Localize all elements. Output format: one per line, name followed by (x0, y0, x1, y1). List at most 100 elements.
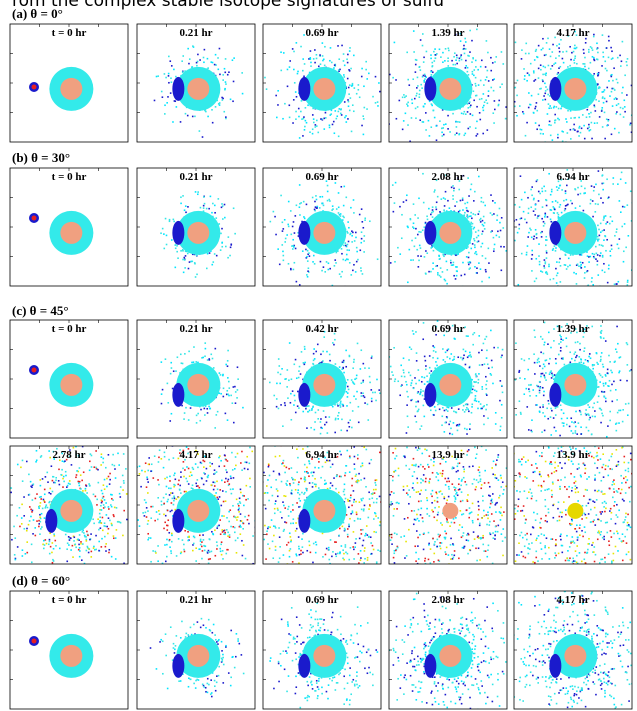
particle (419, 94, 421, 96)
particle (584, 57, 586, 59)
particle (480, 218, 482, 220)
particle (590, 199, 592, 201)
particle (369, 220, 371, 222)
particle (191, 66, 193, 68)
particle (75, 566, 77, 568)
particle (558, 47, 560, 49)
particle (401, 237, 403, 239)
particle (501, 81, 503, 83)
particle (411, 99, 413, 101)
particle (569, 265, 571, 267)
particle (212, 203, 214, 205)
particle (526, 122, 528, 124)
impactor-debris (298, 77, 310, 101)
core (313, 78, 335, 100)
particle (452, 198, 454, 200)
particle (517, 232, 519, 234)
particle (482, 255, 484, 257)
particle (600, 325, 602, 327)
particle (620, 65, 622, 67)
particle (536, 404, 538, 406)
particle (349, 355, 351, 357)
particle (501, 242, 503, 244)
particle (3, 567, 5, 569)
particle (423, 405, 425, 407)
particle (620, 114, 622, 116)
particle (242, 407, 244, 409)
particle (293, 269, 295, 271)
particle (195, 483, 197, 485)
particle (187, 48, 189, 50)
particle (596, 253, 598, 255)
particle (451, 60, 453, 62)
particle (443, 359, 445, 361)
particle (304, 218, 306, 220)
particle (482, 147, 484, 149)
particle (111, 523, 113, 525)
particle (474, 266, 476, 268)
particle (546, 205, 548, 207)
particle (544, 259, 546, 261)
particle (335, 262, 337, 264)
particle (570, 129, 572, 131)
particle (323, 410, 325, 412)
particle (527, 369, 529, 371)
particle (621, 92, 623, 94)
particle (169, 219, 171, 221)
particle (475, 83, 477, 85)
particle (334, 432, 336, 434)
particle (321, 270, 323, 272)
particle (469, 261, 471, 263)
particle (594, 257, 596, 259)
particle (472, 115, 474, 117)
particle (223, 387, 225, 389)
particle (77, 539, 79, 541)
particle (414, 246, 416, 248)
particle (607, 369, 609, 371)
particle (430, 54, 432, 56)
particle (144, 565, 146, 567)
particle (404, 376, 406, 378)
particle (467, 262, 469, 264)
particle (200, 409, 202, 411)
particle (86, 586, 88, 588)
particle (561, 409, 563, 411)
particle (342, 361, 344, 363)
particle (543, 353, 545, 355)
particle (411, 380, 413, 382)
particle (558, 214, 560, 216)
particle (602, 126, 604, 128)
particle (45, 506, 47, 508)
particle (100, 464, 102, 466)
particle (208, 208, 210, 210)
particle (214, 212, 216, 214)
particle (599, 235, 601, 237)
particle (621, 60, 623, 62)
particle (553, 278, 555, 280)
particle (600, 359, 602, 361)
particle (574, 188, 576, 190)
particle (572, 129, 574, 131)
particle (287, 69, 289, 71)
particle (624, 315, 626, 317)
particle (312, 197, 314, 199)
particle (401, 376, 403, 378)
particle (614, 283, 616, 285)
particle (486, 380, 488, 382)
particle (552, 249, 554, 251)
particle (32, 430, 34, 432)
particle (542, 387, 544, 389)
particle (481, 349, 483, 351)
particle (552, 206, 554, 208)
particle (122, 535, 124, 537)
particle (523, 113, 525, 115)
particle (435, 361, 437, 363)
particle (356, 375, 358, 377)
particle (290, 393, 292, 395)
particle (65, 475, 67, 477)
particle (13, 526, 15, 528)
particle (363, 85, 365, 87)
time-label: t = 0 hr (52, 171, 87, 183)
particle (82, 564, 84, 566)
particle (594, 410, 596, 412)
